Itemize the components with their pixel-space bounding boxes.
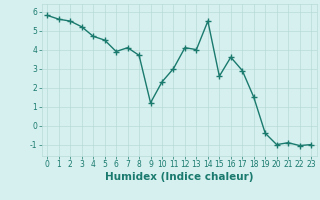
X-axis label: Humidex (Indice chaleur): Humidex (Indice chaleur) — [105, 172, 253, 182]
